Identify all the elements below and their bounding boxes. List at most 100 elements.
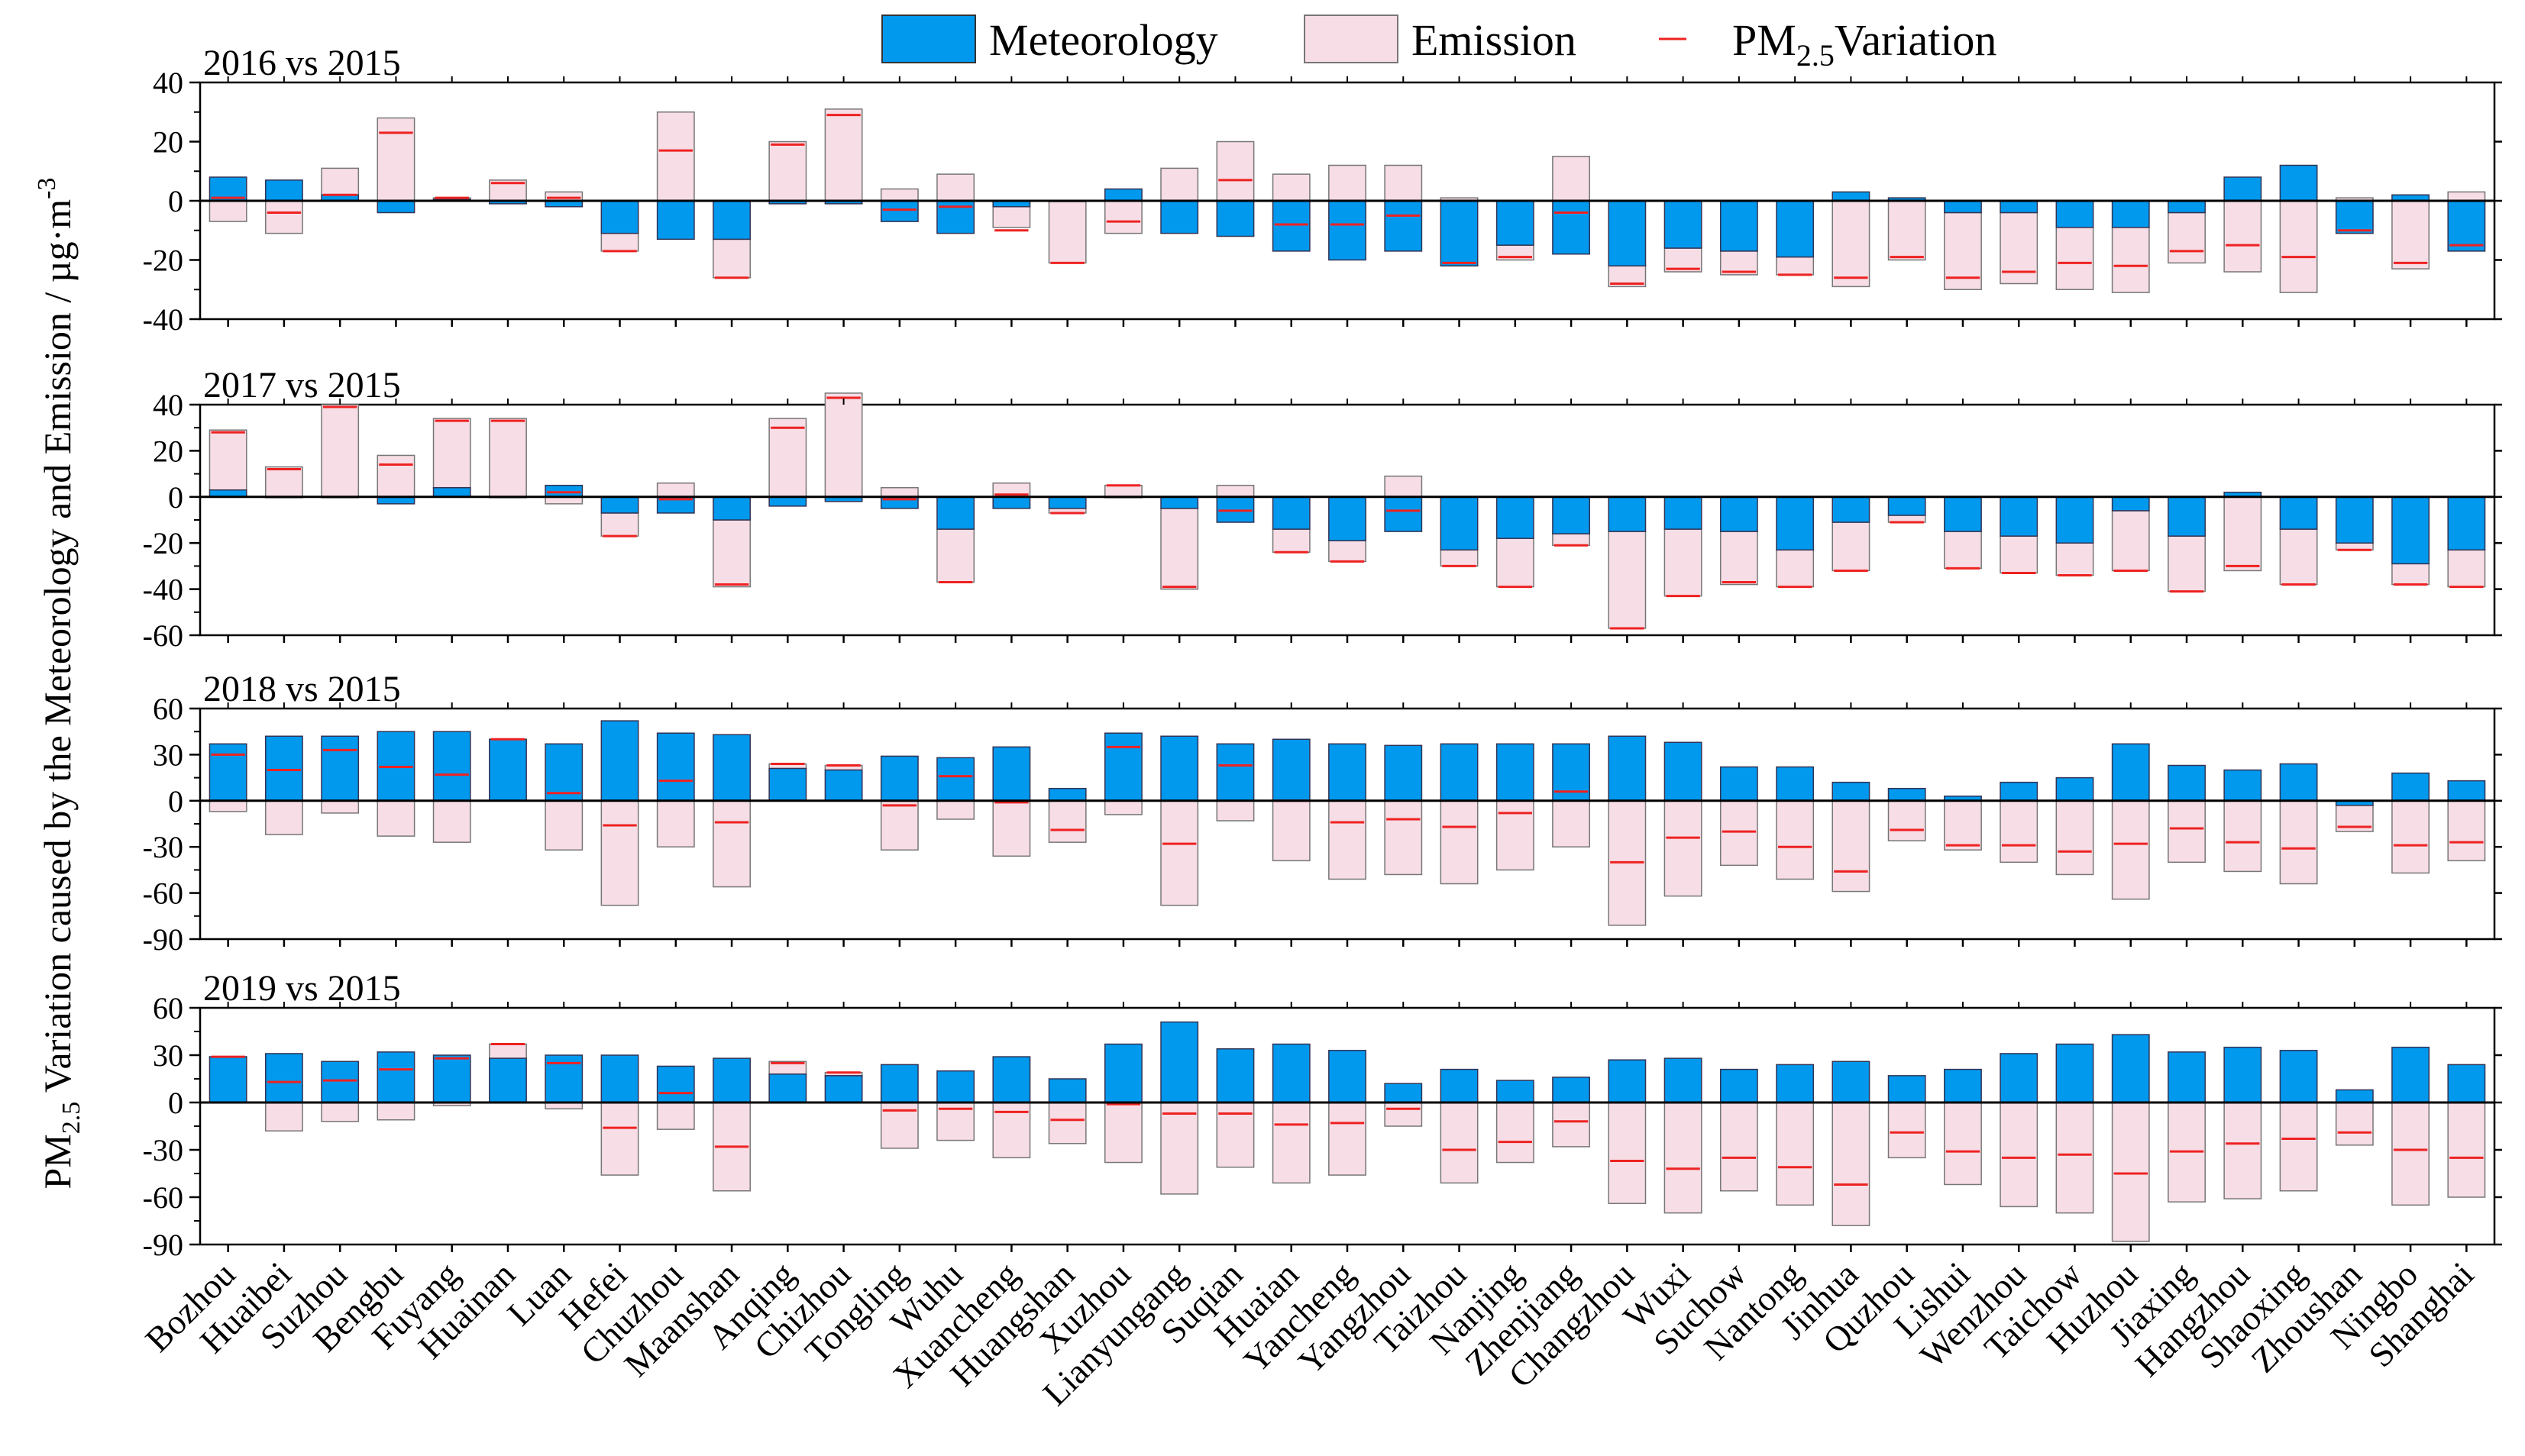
meteorology-bar-shanghai xyxy=(2447,780,2486,802)
emission-bar-hefei xyxy=(600,1102,639,1176)
emission-bar-chizhou xyxy=(824,392,863,498)
y-tick-label: 20 xyxy=(153,125,183,160)
meteorology-bar-taichow xyxy=(2055,776,2094,802)
y-tick-label: 40 xyxy=(153,388,183,422)
emission-bar-lishui xyxy=(1944,800,1982,851)
emission-bar-wenzhou xyxy=(2000,211,2038,285)
meteorology-bar-nantong xyxy=(1776,1064,1815,1103)
emission-bar-jinhua xyxy=(1832,1102,1870,1226)
emission-bar-huzhou xyxy=(2111,800,2150,900)
emission-bar-quzhou xyxy=(1887,200,1926,261)
meteorology-bar-shaoxing xyxy=(2279,164,2318,202)
meteorology-bar-maanshan xyxy=(713,496,751,521)
emission-bar-taichow xyxy=(2055,800,2094,876)
y-tick-label: 0 xyxy=(168,480,183,515)
meteorology-bar-nantong xyxy=(1776,200,1815,258)
y-tick-label: -20 xyxy=(143,526,183,560)
meteorology-bar-quzhou xyxy=(1887,496,1926,516)
y-tick-label: 60 xyxy=(153,692,183,726)
emission-bar-huainan xyxy=(489,418,527,498)
y-tick-label: 20 xyxy=(153,434,183,468)
emission-bar-zhenjiang xyxy=(1552,1102,1591,1148)
meteorology-bar-jinhua xyxy=(1832,1061,1870,1103)
emission-bar-hangzhou xyxy=(2223,496,2262,572)
emission-bar-huaibei xyxy=(264,466,303,498)
emission-bar-suzhou xyxy=(321,404,360,498)
meteorology-bar-shanghai xyxy=(2447,496,2486,551)
emission-bar-suchow xyxy=(1719,531,1758,586)
meteorology-bar-luan xyxy=(545,484,584,498)
emission-bar-nanjing xyxy=(1495,538,1534,588)
meteorology-bar-wuhu xyxy=(936,757,975,802)
meteorology-bar-changzhou xyxy=(1608,200,1647,266)
meteorology-bar-jinhua xyxy=(1832,781,1870,802)
meteorology-bar-taizhou xyxy=(1440,200,1479,266)
emission-bar-bengbu xyxy=(377,117,415,202)
meteorology-bar-changzhou xyxy=(1608,496,1647,532)
y-axis-title: PM2.5 Variation caused by the Meteorolog… xyxy=(33,178,86,1190)
meteorology-bar-anqing xyxy=(768,496,807,507)
meteorology-bar-hefei xyxy=(600,200,639,234)
meteorology-bar-suzhou xyxy=(321,735,360,802)
emission-bar-chuzhou xyxy=(656,800,695,847)
meteorology-bar-lishui xyxy=(1944,200,1982,214)
meteorology-bar-maanshan xyxy=(713,734,751,802)
emission-bar-huaian xyxy=(1272,1102,1311,1184)
emission-bar-lianyungang xyxy=(1160,167,1199,202)
emission-bar-lishui xyxy=(1944,531,1982,570)
meteorology-bar-suchow xyxy=(1719,200,1758,252)
emission-bar-taizhou xyxy=(1440,1102,1479,1184)
emission-bar-huangshan xyxy=(1048,800,1087,843)
meteorology-bar-shanghai xyxy=(2447,1064,2486,1103)
meteorology-bar-jiaxing xyxy=(2168,200,2206,214)
emission-bar-maanshan xyxy=(713,238,751,279)
meteorology-bar-yangzhou xyxy=(1384,744,1423,802)
meteorology-bar-huzhou xyxy=(2111,743,2150,802)
panel-title: 2018 vs 2015 xyxy=(203,669,401,709)
panel-title: 2016 vs 2015 xyxy=(203,43,401,83)
emission-bar-huaibei xyxy=(264,800,303,835)
meteorology-bar-shaoxing xyxy=(2279,496,2318,530)
meteorology-bar-wenzhou xyxy=(2000,1053,2038,1103)
meteorology-bar-taichow xyxy=(2055,496,2094,544)
y-tick-label: -20 xyxy=(143,244,183,278)
meteorology-bar-suzhou xyxy=(321,1061,360,1103)
meteorology-bar-zhenjiang xyxy=(1552,200,1591,255)
emission-bar-xuzhou xyxy=(1104,200,1143,234)
emission-bar-luan xyxy=(545,800,584,851)
emission-bar-tongling xyxy=(880,486,919,498)
emission-bar-yancheng xyxy=(1328,164,1366,202)
meteorology-bar-ningbo xyxy=(2391,1046,2430,1103)
emission-bar-ningbo xyxy=(2391,800,2430,874)
emission-bar-hangzhou xyxy=(2223,1102,2262,1199)
emission-bar-zhoushan xyxy=(2335,1102,2374,1146)
y-tick-label: -60 xyxy=(143,877,183,911)
emission-bar-ningbo xyxy=(2391,200,2430,270)
meteorology-bar-wuxi xyxy=(1663,1057,1702,1103)
meteorology-bar-xuzhou xyxy=(1104,732,1143,802)
meteorology-bar-wuxi xyxy=(1663,200,1702,249)
emission-bar-quzhou xyxy=(1887,800,1926,841)
y-tick-label: 30 xyxy=(153,738,183,772)
meteorology-bar-huainan xyxy=(489,738,527,802)
emission-bar-xuzhou xyxy=(1104,800,1143,815)
emission-bar-wuhu xyxy=(936,173,975,202)
meteorology-bar-huaian xyxy=(1272,496,1311,530)
emission-bar-lianyungang xyxy=(1160,508,1199,590)
emission-bar-zhenjiang xyxy=(1552,156,1591,202)
meteorology-bar-lianyungang xyxy=(1160,1021,1199,1103)
emission-bar-taizhou xyxy=(1440,800,1479,885)
emission-bar-suzhou xyxy=(321,800,360,814)
emission-bar-huzhou xyxy=(2111,227,2150,293)
meteorology-bar-chizhou xyxy=(824,769,863,802)
emission-bar-lianyungang xyxy=(1160,1102,1199,1195)
emission-bar-huaian xyxy=(1272,528,1311,554)
meteorology-bar-huangshan xyxy=(1048,787,1087,802)
meteorology-bar-wenzhou xyxy=(2000,781,2038,802)
y-tick-label: -60 xyxy=(143,1180,183,1215)
meteorology-bar-fuyang xyxy=(432,486,471,498)
meteorology-bar-shaoxing xyxy=(2279,763,2318,802)
emission-bar-xuancheng xyxy=(992,1102,1031,1159)
meteorology-bar-suqian xyxy=(1216,496,1255,523)
